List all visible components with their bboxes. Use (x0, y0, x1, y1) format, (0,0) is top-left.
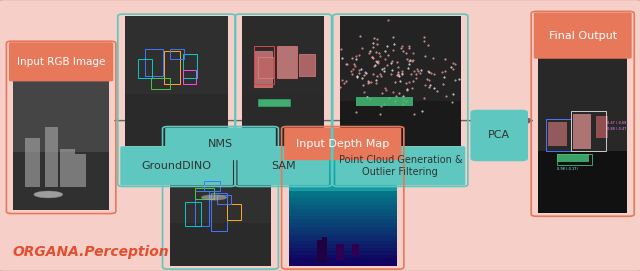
Bar (300, 54, 316, 76)
Bar (138, 59, 152, 78)
Bar (545, 119, 571, 151)
Text: NMS: NMS (208, 139, 233, 149)
Text: ORGANA.Perception: ORGANA.Perception (13, 245, 170, 259)
Bar (227, 204, 241, 221)
Bar (277, 46, 298, 78)
Bar (548, 122, 567, 146)
Bar (25, 138, 40, 187)
FancyBboxPatch shape (335, 146, 465, 185)
Bar (289, 173, 397, 177)
Bar (340, 16, 461, 146)
Bar (183, 54, 197, 78)
Bar (352, 244, 359, 257)
Bar (289, 205, 397, 209)
Text: Input Depth Map: Input Depth Map (296, 139, 389, 149)
Bar (289, 180, 397, 184)
Bar (538, 58, 627, 151)
Bar (125, 16, 228, 94)
Bar (595, 116, 608, 138)
Bar (289, 233, 397, 237)
Bar (170, 159, 271, 223)
Bar (195, 191, 209, 226)
Bar (289, 262, 397, 266)
Bar (573, 114, 591, 149)
Bar (289, 226, 397, 230)
Bar (337, 244, 344, 260)
Bar (170, 223, 271, 266)
Bar (218, 195, 232, 204)
Bar (289, 254, 397, 259)
Text: 0.47 (-0.68): 0.47 (-0.68) (607, 121, 628, 125)
Bar (170, 159, 271, 266)
Bar (258, 99, 290, 105)
Bar (164, 51, 180, 84)
Bar (289, 187, 397, 191)
Bar (289, 166, 397, 170)
Bar (289, 201, 397, 205)
Bar (289, 169, 397, 173)
Bar (317, 240, 326, 262)
Bar (289, 215, 397, 220)
Bar (356, 97, 413, 105)
Bar (242, 94, 324, 146)
Bar (289, 240, 397, 244)
Bar (211, 193, 227, 231)
Bar (205, 181, 220, 191)
Text: 0.88 (-0.47): 0.88 (-0.47) (607, 127, 628, 131)
Bar (289, 183, 397, 188)
Bar (258, 57, 274, 78)
FancyBboxPatch shape (120, 146, 233, 185)
Bar (13, 152, 109, 210)
Bar (289, 251, 397, 255)
Bar (125, 16, 228, 146)
Bar (45, 127, 58, 187)
Text: Point Cloud Generation &
Outlier Filtering: Point Cloud Generation & Outlier Filteri… (339, 155, 462, 177)
Text: GroundDINO: GroundDINO (141, 161, 212, 171)
FancyBboxPatch shape (9, 42, 113, 81)
Bar (289, 244, 397, 248)
Bar (289, 258, 397, 262)
Bar (340, 101, 461, 146)
FancyBboxPatch shape (165, 128, 276, 160)
Bar (170, 49, 184, 59)
Bar (289, 219, 397, 223)
FancyBboxPatch shape (470, 110, 528, 161)
Bar (289, 194, 397, 198)
Bar (289, 176, 397, 180)
Ellipse shape (34, 191, 63, 198)
Bar (186, 202, 202, 226)
Bar (571, 111, 607, 151)
Bar (289, 230, 397, 234)
Bar (255, 51, 273, 86)
Text: SAM: SAM (271, 161, 296, 171)
Bar (538, 151, 627, 213)
Bar (289, 162, 397, 166)
Bar (557, 154, 589, 162)
Bar (289, 198, 397, 202)
Bar (183, 70, 196, 84)
Bar (145, 49, 163, 76)
Bar (340, 16, 461, 101)
Bar (242, 16, 324, 94)
Bar (289, 237, 397, 241)
Bar (13, 80, 109, 152)
Bar (255, 46, 274, 84)
FancyBboxPatch shape (237, 146, 329, 185)
Bar (125, 94, 228, 146)
Bar (289, 159, 397, 191)
Bar (289, 159, 397, 163)
Bar (538, 58, 627, 213)
Bar (289, 247, 397, 251)
Bar (289, 191, 397, 195)
Bar (557, 154, 593, 165)
Bar (74, 154, 86, 187)
Text: 0.98 (-0.17): 0.98 (-0.17) (557, 167, 578, 172)
Bar (195, 188, 214, 199)
Bar (242, 16, 324, 146)
Bar (13, 80, 109, 210)
Bar (60, 149, 76, 187)
FancyBboxPatch shape (284, 128, 401, 160)
FancyBboxPatch shape (534, 12, 632, 59)
Bar (289, 208, 397, 212)
